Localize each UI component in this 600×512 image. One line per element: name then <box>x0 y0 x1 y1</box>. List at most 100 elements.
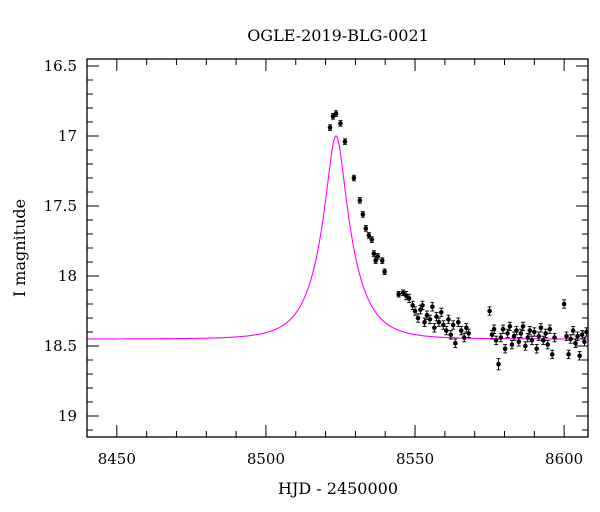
x-tick-label: 8450 <box>98 450 136 468</box>
data-marker <box>529 338 535 343</box>
data-marker <box>520 324 526 329</box>
data-point <box>420 300 425 311</box>
data-marker <box>534 346 540 352</box>
data-point <box>458 325 464 336</box>
data-marker <box>436 319 442 325</box>
model-curve <box>87 135 588 340</box>
data-point <box>523 341 528 351</box>
data-point <box>436 317 442 327</box>
data-point <box>342 138 348 145</box>
data-point <box>375 253 381 260</box>
data-point <box>382 268 387 276</box>
data-marker <box>330 114 336 119</box>
data-marker <box>509 342 515 347</box>
data-point <box>520 321 526 332</box>
data-marker <box>369 237 375 242</box>
data-marker <box>505 331 510 336</box>
y-tick-label: 18.5 <box>44 337 77 355</box>
data-point <box>366 232 372 239</box>
data-point <box>561 299 567 309</box>
data-marker <box>342 139 348 144</box>
x-axis-title: HJD - 2450000 <box>278 479 398 498</box>
data-marker <box>418 307 423 312</box>
data-marker <box>566 352 571 357</box>
data-point <box>438 307 444 318</box>
chart-title: OGLE-2019-BLG-0021 <box>247 26 429 45</box>
data-point <box>441 320 446 330</box>
data-marker <box>498 335 504 340</box>
data-marker <box>502 346 508 352</box>
data-marker <box>379 258 385 263</box>
data-point <box>360 211 366 218</box>
data-point <box>566 349 571 360</box>
model-curve-layer <box>87 135 588 340</box>
data-point <box>532 327 537 337</box>
data-point <box>582 337 587 347</box>
data-point <box>357 197 363 204</box>
data-point <box>564 331 569 341</box>
data-point <box>363 225 369 232</box>
data-marker <box>507 324 513 329</box>
plot-frame <box>86 58 589 438</box>
data-point <box>577 351 582 361</box>
data-point <box>509 339 515 350</box>
data-point <box>396 290 401 298</box>
data-point <box>415 313 421 323</box>
data-point <box>406 293 412 304</box>
data-point <box>552 332 557 343</box>
data-point <box>525 332 531 343</box>
data-marker <box>573 340 578 346</box>
tick-labels: 8450 8500 8550 8600 16.5 17 17.5 18 18.5 19 <box>44 57 584 468</box>
data-marker <box>338 121 343 126</box>
data-point <box>430 302 435 312</box>
data-point <box>575 331 580 341</box>
data-point <box>514 325 519 336</box>
data-marker <box>427 317 433 322</box>
data-marker <box>461 335 467 340</box>
data-point <box>327 124 333 131</box>
y-tick-label: 17 <box>58 127 77 145</box>
data-point <box>369 236 375 243</box>
data-marker <box>570 328 576 333</box>
data-marker <box>491 326 497 332</box>
data-marker <box>568 336 574 342</box>
data-marker <box>552 335 557 340</box>
data-point <box>507 321 513 332</box>
data-marker <box>538 325 544 331</box>
data-marker <box>516 339 522 345</box>
data-marker <box>446 317 451 322</box>
data-marker <box>466 331 472 336</box>
data-marker <box>496 361 501 367</box>
data-point <box>452 338 458 348</box>
data-point <box>422 317 427 327</box>
data-point <box>434 311 439 322</box>
data-point <box>432 323 437 333</box>
data-point <box>579 330 585 340</box>
data-point <box>371 250 377 257</box>
data-marker <box>375 254 381 259</box>
data-point <box>568 334 574 344</box>
data-point <box>450 320 456 330</box>
data-point <box>540 335 546 346</box>
data-point <box>573 338 578 348</box>
data-point <box>543 328 548 339</box>
data-marker <box>523 343 528 349</box>
data-marker <box>487 308 492 314</box>
data-marker <box>532 329 537 335</box>
data-marker <box>458 328 464 333</box>
data-marker <box>444 328 449 333</box>
y-tick-label: 19 <box>58 407 77 425</box>
data-point <box>549 349 555 360</box>
data-marker <box>424 312 430 318</box>
data-marker <box>327 125 333 130</box>
data-marker <box>382 269 387 275</box>
data-marker <box>438 310 444 315</box>
data-point <box>448 330 454 340</box>
data-marker <box>420 303 425 308</box>
data-marker <box>582 339 587 345</box>
data-point <box>487 306 492 316</box>
data-point <box>412 306 418 316</box>
x-tick-label: 8550 <box>396 450 434 468</box>
data-marker <box>415 315 421 321</box>
